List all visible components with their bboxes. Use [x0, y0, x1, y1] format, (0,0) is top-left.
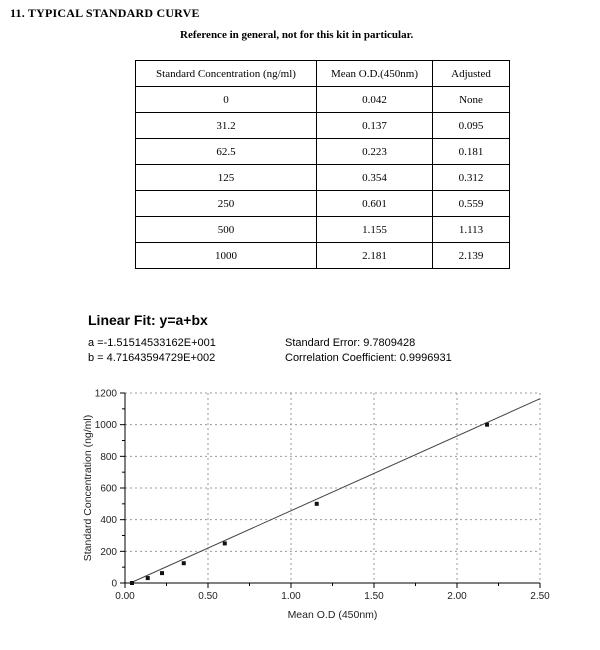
- table-body: 0 0.042 None 31.2 0.137 0.095 62.5 0.223 0.181 12…: [135, 86, 510, 269]
- table-cell: 0.354: [316, 164, 433, 191]
- table-cell: 2.181: [316, 242, 433, 269]
- data-point: [145, 576, 150, 581]
- section-title: 11. TYPICAL STANDARD CURVE: [10, 6, 200, 20]
- standard-curve-chart: 0.00 0.50 1.00 1.50 2.00 2.50 0 200 400 600 800 100…: [78, 378, 583, 644]
- x-tick-label: 0.00: [115, 591, 135, 602]
- fit-coefficient-b: b = 4.71643594729E+002: [88, 352, 216, 364]
- y-tick-label: 1000: [95, 420, 118, 431]
- table-row: 250 0.601 0.559: [135, 190, 510, 217]
- data-point: [181, 561, 186, 566]
- x-tick-label: 1.00: [281, 591, 301, 602]
- table-cell: 0.181: [432, 138, 510, 165]
- x-tick-label: 2.50: [530, 591, 550, 602]
- x-tick-label: 1.50: [364, 591, 384, 602]
- table-cell: 31.2: [135, 112, 317, 139]
- data-point: [222, 541, 227, 546]
- y-tick-label: 200: [100, 547, 117, 558]
- x-tick-label: 2.00: [447, 591, 467, 602]
- table-cell: 0.312: [432, 164, 510, 191]
- fit-standard-error: Standard Error: 9.7809428: [285, 337, 416, 349]
- table-row: 0 0.042 None: [135, 86, 510, 113]
- table-cell: 1.155: [316, 216, 433, 243]
- table-cell: 125: [135, 164, 317, 191]
- table-cell: 0.137: [316, 112, 433, 139]
- y-tick-label: 400: [100, 515, 117, 526]
- header-standard-concentration: Standard Concentration (ng/ml): [135, 60, 317, 87]
- reference-note: Reference in general, not for this kit i…: [180, 29, 414, 41]
- table-row: 62.5 0.223 0.181: [135, 138, 510, 165]
- table-header-row: Standard Concentration (ng/ml) Mean O.D.…: [135, 60, 510, 87]
- table-row: 500 1.155 1.113: [135, 216, 510, 243]
- y-tick-label: 0: [111, 579, 117, 590]
- standard-curve-table: Standard Concentration (ng/ml) Mean O.D.…: [135, 60, 510, 269]
- table-cell: 0.559: [432, 190, 510, 217]
- y-tick-label: 1200: [95, 389, 118, 400]
- table-row: 1000 2.181 2.139: [135, 242, 510, 269]
- x-tick-label: 0.50: [198, 591, 218, 602]
- y-tick-label: 800: [100, 452, 117, 463]
- fit-correlation-coefficient: Correlation Coefficient: 0.9996931: [285, 352, 452, 364]
- data-point: [129, 581, 134, 585]
- header-adjusted: Adjusted: [432, 60, 510, 87]
- data-point: [160, 571, 165, 576]
- x-axis-title: Mean O.D (450nm): [288, 609, 378, 621]
- table-cell: 2.139: [432, 242, 510, 269]
- table-cell: 62.5: [135, 138, 317, 165]
- table-header: Standard Concentration (ng/ml) Mean O.D.…: [135, 60, 510, 87]
- table-cell: 0: [135, 86, 317, 113]
- table-cell: None: [432, 86, 510, 113]
- table-cell: 0.223: [316, 138, 433, 165]
- fit-coefficient-a: a =-1.51514533162E+001: [88, 337, 216, 349]
- table-cell: 1000: [135, 242, 317, 269]
- header-mean-od: Mean O.D.(450nm): [316, 60, 433, 87]
- y-tick-label: 600: [100, 484, 117, 495]
- table-cell: 1.113: [432, 216, 510, 243]
- table-row: 125 0.354 0.312: [135, 164, 510, 191]
- table-cell: 250: [135, 190, 317, 217]
- table-row: 31.2 0.137 0.095: [135, 112, 510, 139]
- table-cell: 0.042: [316, 86, 433, 113]
- table-cell: 0.601: [316, 190, 433, 217]
- data-point: [314, 501, 319, 506]
- table-cell: 500: [135, 216, 317, 243]
- standard-curve-plot: 0.00 0.50 1.00 1.50 2.00 2.50 0 200 400 600 800 100…: [82, 389, 550, 622]
- y-axis-title: Standard Concentration (ng/ml): [82, 415, 94, 562]
- table-cell: 0.095: [432, 112, 510, 139]
- fit-line: [130, 398, 541, 584]
- linear-fit-title: Linear Fit: y=a+bx: [88, 312, 208, 328]
- data-point: [485, 422, 490, 427]
